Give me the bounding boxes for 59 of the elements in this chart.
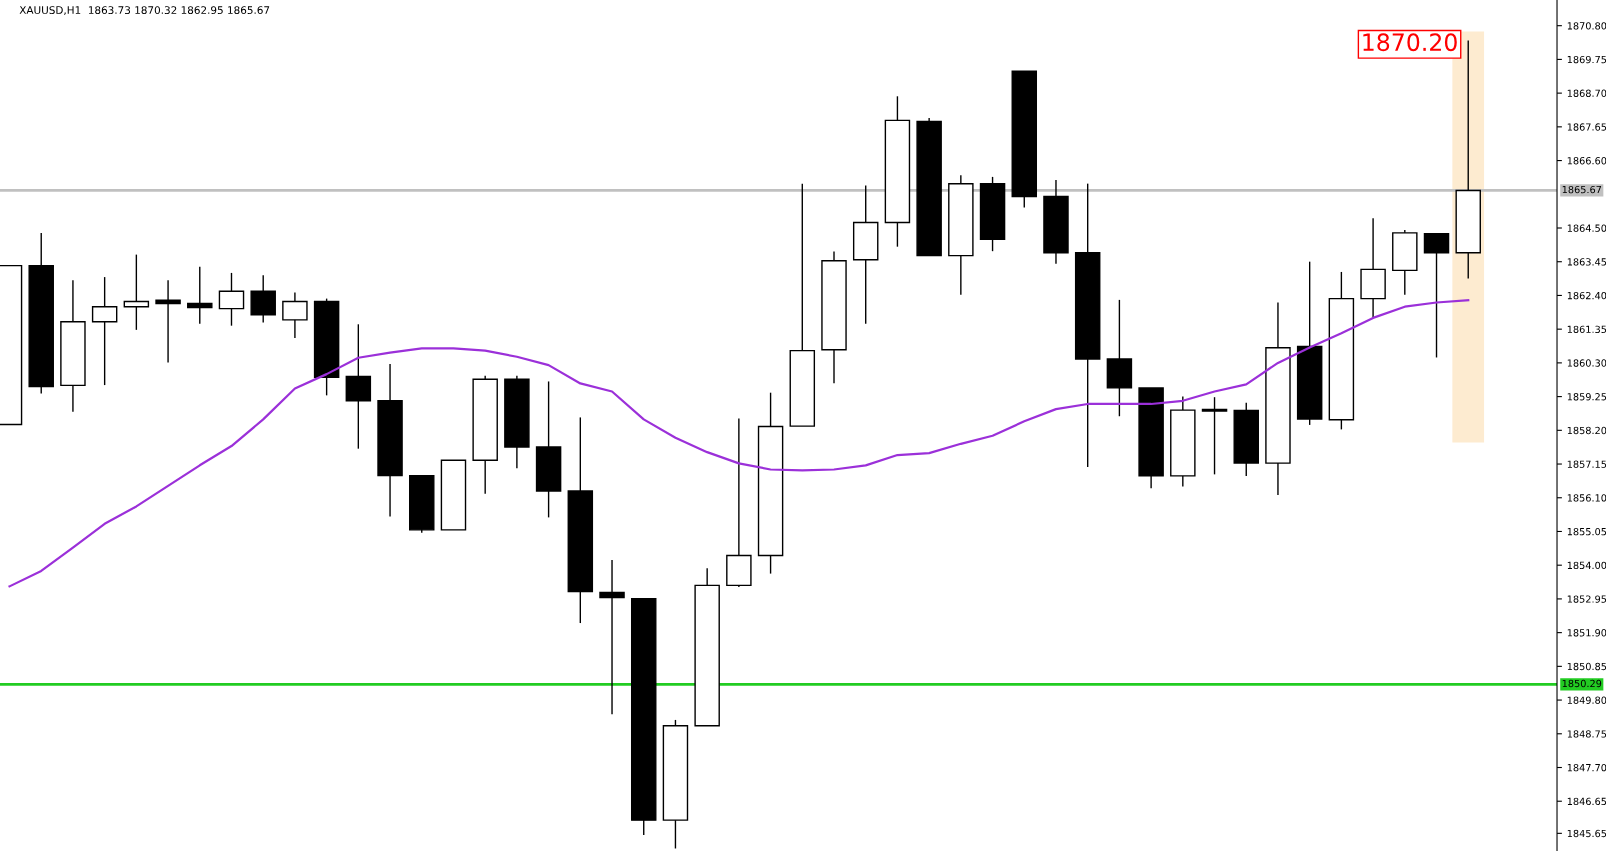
line-series <box>8 299 1470 588</box>
text: XAUUSD,H1 1863.73 1870.32 1862.95 1865.67 <box>19 6 270 16</box>
candlestick <box>1170 396 1196 487</box>
ref-line-label: 1865.67 <box>1562 185 1602 194</box>
y-tick-label: 1870.80 <box>1567 22 1606 30</box>
candlestick <box>282 292 308 338</box>
candlestick <box>852 185 879 324</box>
y-tick-label: 1849.80 <box>1567 696 1606 704</box>
y-tick-label: 1856.10 <box>1567 494 1606 502</box>
candlestick <box>821 251 847 384</box>
ref-line-label: 1850.29 <box>1562 679 1602 688</box>
candlestick <box>694 568 720 727</box>
y-tick-label: 1859.25 <box>1567 393 1606 401</box>
candlestick <box>155 280 181 363</box>
y-tick-label: 1868.70 <box>1567 89 1606 97</box>
candlestick <box>1423 233 1450 358</box>
candlestick <box>345 324 372 449</box>
y-tick-label: 1867.65 <box>1567 123 1606 131</box>
y-tick-label: 1869.75 <box>1567 55 1606 64</box>
y-tick-label: 1845.65 <box>1567 829 1606 838</box>
y-tick-label: 1846.65 <box>1567 797 1606 806</box>
candlestick <box>1265 302 1291 495</box>
candlestick <box>1074 183 1101 467</box>
y-tick-label: 1858.20 <box>1567 426 1606 435</box>
candlestick <box>472 375 498 494</box>
annotation: 1870.20 <box>1363 33 1457 52</box>
candlestick <box>377 364 403 517</box>
y-tick-label: 1857.15 <box>1567 460 1606 468</box>
candlestick <box>1138 387 1164 489</box>
candlestick <box>948 175 974 295</box>
y-tick-label: 1847.70 <box>1567 763 1606 772</box>
y-tick-label: 1860.30 <box>1567 359 1606 367</box>
candlestick <box>504 375 530 469</box>
candlestick <box>440 459 467 531</box>
y-tick-label: 1861.35 <box>1567 325 1606 333</box>
candlestick <box>599 560 625 715</box>
candlestick <box>1455 40 1481 279</box>
y-tick-label: 1855.05 <box>1567 527 1606 536</box>
candlestick <box>535 381 562 518</box>
y-tick-label: 1852.95 <box>1567 595 1606 603</box>
candlestick <box>123 254 150 330</box>
y-tick-label: 1850.85 <box>1567 662 1606 671</box>
candlestick <box>884 96 911 247</box>
candlestick <box>789 183 816 427</box>
y-tick-label: 1851.90 <box>1567 629 1606 637</box>
candlestick <box>567 417 594 624</box>
candlestick <box>916 118 942 257</box>
candlestick <box>726 418 752 587</box>
candlestick <box>1360 218 1386 318</box>
y-tick-label: 1862.40 <box>1567 291 1606 300</box>
candlestick <box>91 277 118 386</box>
candlestick <box>1106 299 1133 417</box>
y-tick-label: 1866.60 <box>1567 157 1606 165</box>
candlestick <box>60 280 86 412</box>
candlestick <box>1043 180 1069 264</box>
y-tick-label: 1863.45 <box>1567 258 1606 266</box>
y-tick-label: 1848.75 <box>1567 730 1606 738</box>
y-tick-label: 1854.00 <box>1567 561 1606 570</box>
y-tick-label: 1864.50 <box>1567 224 1606 232</box>
